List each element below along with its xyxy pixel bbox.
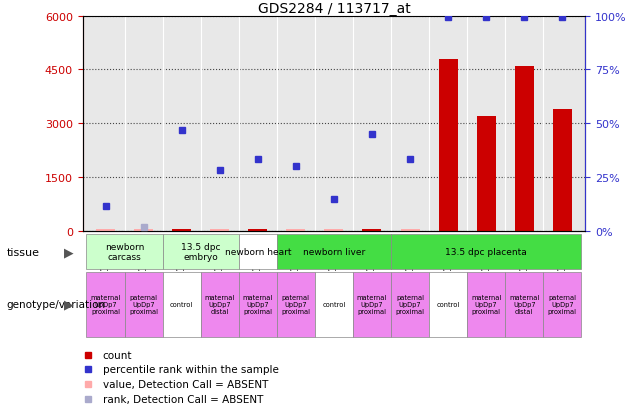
Bar	[86, 234, 163, 270]
Text: paternal
UpDp7
proximal: paternal UpDp7 proximal	[129, 294, 158, 315]
Text: tissue: tissue	[6, 247, 39, 257]
Bar	[543, 272, 581, 337]
Bar	[277, 234, 391, 270]
Bar	[238, 234, 277, 270]
Text: ▶: ▶	[64, 245, 73, 259]
Text: newborn heart: newborn heart	[225, 247, 291, 256]
Text: control: control	[322, 301, 345, 308]
Bar	[353, 272, 391, 337]
Bar	[515, 66, 534, 231]
Text: value, Detection Call = ABSENT: value, Detection Call = ABSENT	[103, 379, 268, 389]
Bar	[96, 230, 115, 231]
Bar	[163, 272, 201, 337]
Text: maternal
UpDp7
proximal: maternal UpDp7 proximal	[471, 294, 501, 315]
Bar	[163, 234, 238, 270]
Bar	[277, 272, 315, 337]
Bar	[467, 272, 505, 337]
Text: 13.5 dpc placenta: 13.5 dpc placenta	[445, 247, 527, 256]
Text: maternal
UpDp7
proximal: maternal UpDp7 proximal	[90, 294, 121, 315]
Bar	[391, 272, 429, 337]
Bar	[324, 230, 343, 231]
Text: percentile rank within the sample: percentile rank within the sample	[103, 364, 279, 374]
Text: control: control	[170, 301, 193, 308]
Text: count: count	[103, 350, 132, 360]
Bar	[248, 230, 267, 231]
Bar	[429, 272, 467, 337]
Bar	[391, 234, 581, 270]
Text: maternal
UpDp7
proximal: maternal UpDp7 proximal	[357, 294, 387, 315]
Text: paternal
UpDp7
proximal: paternal UpDp7 proximal	[281, 294, 310, 315]
Bar	[401, 230, 420, 231]
Text: rank, Detection Call = ABSENT: rank, Detection Call = ABSENT	[103, 394, 263, 404]
Bar	[210, 230, 229, 231]
Bar	[315, 272, 353, 337]
Text: newborn liver: newborn liver	[303, 247, 365, 256]
Bar	[286, 230, 305, 231]
Text: ▶: ▶	[64, 298, 73, 311]
Text: 13.5 dpc
embryo: 13.5 dpc embryo	[181, 242, 221, 261]
Bar	[134, 230, 153, 231]
Bar	[363, 230, 382, 231]
Text: genotype/variation: genotype/variation	[6, 299, 106, 309]
Text: paternal
UpDp7
proximal: paternal UpDp7 proximal	[396, 294, 424, 315]
Text: paternal
UpDp7
proximal: paternal UpDp7 proximal	[548, 294, 577, 315]
Text: control: control	[436, 301, 460, 308]
Bar	[505, 272, 543, 337]
Text: maternal
UpDp7
distal: maternal UpDp7 distal	[205, 294, 235, 315]
Text: newborn
carcass: newborn carcass	[105, 242, 144, 261]
Bar	[125, 272, 163, 337]
Bar	[439, 59, 458, 231]
Bar	[86, 272, 125, 337]
Title: GDS2284 / 113717_at: GDS2284 / 113717_at	[258, 2, 410, 16]
Bar	[172, 230, 191, 231]
Bar	[476, 117, 495, 231]
Bar	[201, 272, 238, 337]
Text: maternal
UpDp7
proximal: maternal UpDp7 proximal	[243, 294, 273, 315]
Bar	[238, 272, 277, 337]
Bar	[553, 109, 572, 231]
Text: maternal
UpDp7
distal: maternal UpDp7 distal	[509, 294, 539, 315]
